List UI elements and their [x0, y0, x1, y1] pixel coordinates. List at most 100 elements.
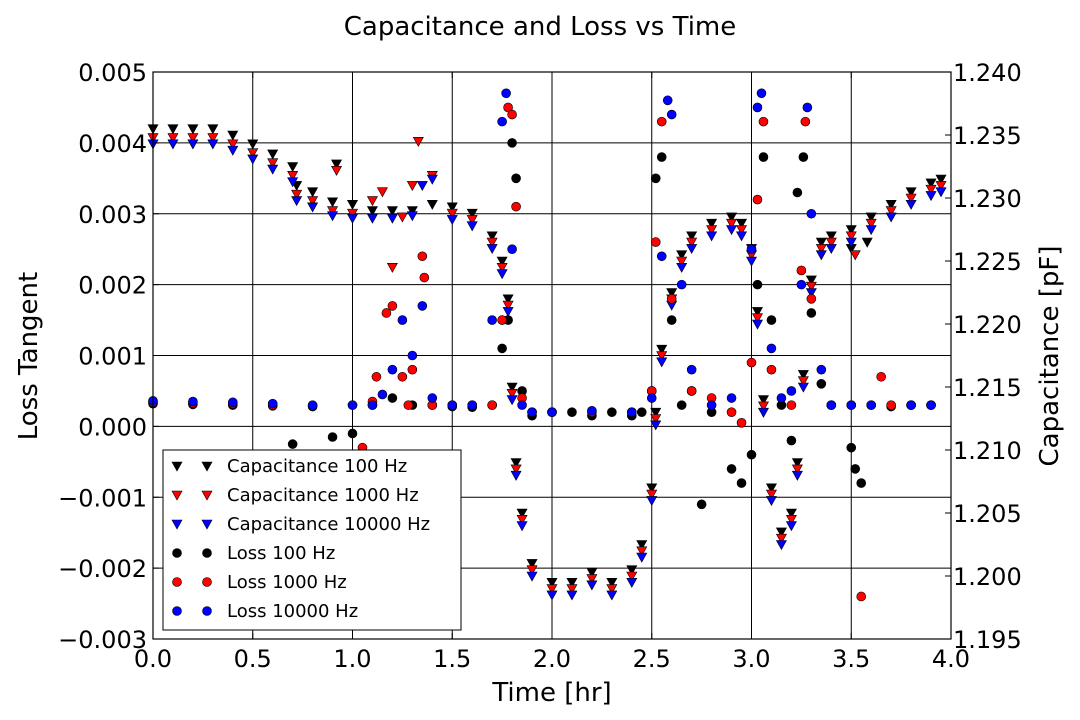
data-point — [267, 158, 279, 169]
data-point — [510, 470, 522, 481]
data-point — [706, 231, 718, 242]
data-point — [751, 313, 763, 324]
y-right-tick-label: 1.215 — [953, 374, 1022, 402]
data-point — [676, 400, 687, 410]
data-point — [666, 109, 677, 120]
data-point — [785, 521, 797, 532]
data-point — [347, 400, 358, 410]
series-1 — [147, 133, 947, 595]
right-axis-ticks: 1.240 1.235 1.230 1.225 1.220 1.215 1.210 1.205… — [945, 59, 1022, 654]
data-point — [406, 206, 418, 217]
data-point — [791, 470, 803, 481]
data-point — [636, 546, 648, 557]
data-point — [307, 202, 319, 213]
data-point — [291, 189, 303, 200]
data-point — [167, 133, 179, 144]
data-point — [366, 213, 378, 224]
data-point — [227, 130, 239, 141]
data-point — [486, 231, 498, 242]
data-point — [805, 275, 817, 286]
legend-marker — [201, 519, 213, 530]
data-point — [686, 231, 698, 242]
data-point — [756, 88, 767, 99]
data-point — [510, 464, 522, 475]
data-point — [676, 250, 688, 261]
data-point — [511, 201, 521, 212]
x-tick-label: 3.0 — [732, 645, 770, 673]
data-point — [745, 256, 758, 267]
data-point — [407, 364, 418, 375]
data-point — [267, 149, 279, 160]
data-point — [650, 237, 661, 247]
x-tick-label: 2.5 — [633, 645, 671, 673]
data-point — [526, 559, 538, 570]
data-point — [347, 428, 358, 439]
data-point — [606, 577, 618, 588]
data-point — [502, 307, 514, 318]
data-point — [346, 213, 359, 224]
data-point — [228, 397, 238, 408]
data-point — [247, 148, 259, 159]
data-point — [187, 133, 199, 144]
y-right-tick-label: 1.195 — [953, 626, 1022, 654]
data-point — [626, 565, 638, 576]
data-point — [736, 478, 747, 488]
data-point — [736, 225, 748, 236]
data-point — [686, 364, 697, 375]
data-point — [426, 174, 438, 185]
y-left-tick-label: 0.004 — [78, 130, 147, 158]
data-point — [412, 137, 424, 147]
data-point — [826, 400, 837, 410]
y-left-tick-label: −0.001 — [58, 484, 147, 512]
data-point — [797, 382, 809, 393]
data-point — [496, 256, 508, 267]
data-point — [752, 102, 763, 113]
series-5 — [148, 88, 936, 418]
data-point — [666, 315, 677, 325]
data-point — [446, 202, 458, 213]
data-point — [656, 116, 667, 127]
data-point — [497, 343, 507, 354]
data-point — [446, 215, 458, 226]
data-point — [751, 319, 763, 330]
legend-label: Capacitance 1000 Hz — [227, 485, 419, 506]
data-point — [656, 351, 668, 362]
data-point — [791, 464, 803, 475]
data-point — [566, 577, 578, 588]
data-point — [797, 376, 809, 387]
data-point — [287, 177, 299, 188]
data-point — [506, 382, 518, 393]
data-point — [502, 300, 514, 311]
y-left-tick-label: −0.003 — [58, 626, 147, 654]
data-point — [850, 464, 861, 474]
data-point — [766, 343, 777, 354]
data-point — [207, 133, 219, 144]
data-point — [511, 173, 521, 184]
legend-entry: Loss 100 Hz — [172, 543, 335, 564]
data-point — [846, 400, 857, 410]
data-point — [367, 400, 378, 410]
data-point — [785, 514, 797, 525]
x-tick-label: 2.0 — [533, 645, 571, 673]
data-point — [786, 400, 797, 410]
data-point — [506, 395, 518, 406]
data-point — [586, 580, 598, 591]
data-point — [446, 208, 458, 219]
data-point — [905, 193, 917, 204]
data-point — [507, 138, 517, 148]
data-point — [291, 196, 303, 207]
data-point — [626, 577, 638, 588]
data-point — [397, 371, 408, 382]
legend-marker — [172, 606, 182, 616]
data-point — [406, 211, 418, 222]
legend-marker — [171, 519, 183, 530]
data-point — [757, 407, 769, 418]
data-point — [686, 386, 697, 396]
data-point — [227, 145, 239, 156]
legend: Capacitance 100 Hz Capacitance 1000 Hz Cap… — [162, 449, 462, 631]
data-point — [207, 124, 219, 135]
data-point — [607, 407, 617, 418]
data-point — [487, 315, 497, 325]
data-point — [825, 231, 837, 242]
data-point — [662, 95, 673, 106]
